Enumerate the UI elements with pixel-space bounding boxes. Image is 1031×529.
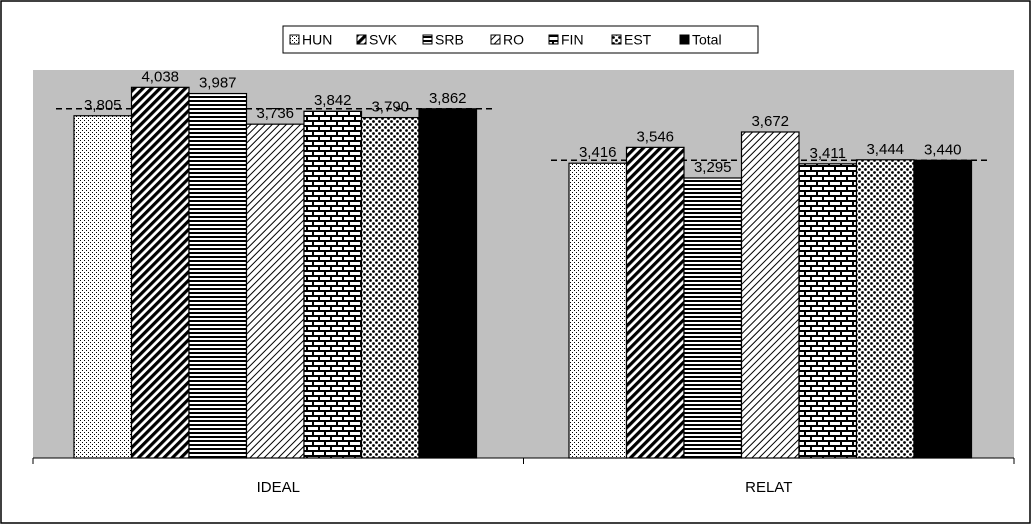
- value-label-svk-relat: 3,546: [636, 128, 674, 145]
- value-labels: 3,805 4,038 3,987 3,736 3,842 3,790 3,862 3,416…: [84, 68, 962, 176]
- value-label-total-ideal: 3,862: [429, 90, 467, 107]
- value-label-total-relat: 3,440: [924, 141, 962, 158]
- value-label-est-ideal: 3,790: [371, 99, 409, 116]
- value-label-fin-relat: 3,411: [810, 145, 846, 162]
- legend-label-svk: SVK: [369, 32, 398, 48]
- legend-label-est: EST: [624, 32, 652, 48]
- legend: HUN SVK SRB RO FIN EST Total: [282, 25, 759, 54]
- x-ticks: [32, 458, 1015, 464]
- legend-swatch-total: [679, 34, 690, 45]
- legend-swatch-fin: [548, 34, 559, 45]
- value-label-est-relat: 3,444: [866, 141, 904, 158]
- bar-hun-ideal: [73, 115, 133, 459]
- bar-ro-ideal: [245, 123, 305, 459]
- legend-label-hun: HUN: [302, 32, 332, 48]
- legend-swatch-ro: [490, 34, 501, 45]
- bar-est-relat: [855, 159, 915, 459]
- category-label-relat: RELAT: [745, 479, 792, 496]
- value-label-svk-ideal: 4,038: [141, 68, 179, 85]
- value-label-srb-relat: 3,295: [694, 159, 732, 176]
- bar-total-ideal: [418, 108, 478, 459]
- bar-total-relat: [913, 159, 973, 459]
- value-label-fin-ideal: 3,842: [314, 92, 352, 109]
- bar-fin-relat: [798, 163, 858, 459]
- bar-ro-relat: [740, 131, 800, 459]
- legend-label-srb: SRB: [435, 32, 464, 48]
- value-label-hun-ideal: 3,805: [84, 97, 122, 114]
- legend-swatch-srb: [422, 34, 433, 45]
- bar-hun-relat: [568, 162, 628, 459]
- bar-svk-ideal: [130, 86, 190, 459]
- legend-swatch-hun: [289, 34, 300, 45]
- legend-label-fin: FIN: [561, 32, 584, 48]
- bar-svk-relat: [625, 146, 685, 459]
- legend-label-ro: RO: [503, 32, 524, 48]
- legend-label-total: Total: [692, 32, 722, 48]
- category-label-ideal: IDEAL: [257, 479, 300, 496]
- legend-swatch-est: [611, 34, 622, 45]
- bar-fin-ideal: [303, 110, 363, 459]
- category-labels: IDEAL RELAT: [257, 479, 793, 496]
- bar-srb-relat: [683, 177, 743, 459]
- bar-srb-ideal: [188, 92, 248, 459]
- legend-swatch-svk: [356, 34, 367, 45]
- value-label-ro-ideal: 3,736: [256, 105, 294, 122]
- value-label-ro-relat: 3,672: [751, 113, 789, 130]
- value-label-hun-relat: 3,416: [579, 144, 617, 161]
- bars: [73, 86, 973, 459]
- bar-est-ideal: [360, 116, 420, 459]
- value-label-srb-ideal: 3,987: [199, 75, 237, 92]
